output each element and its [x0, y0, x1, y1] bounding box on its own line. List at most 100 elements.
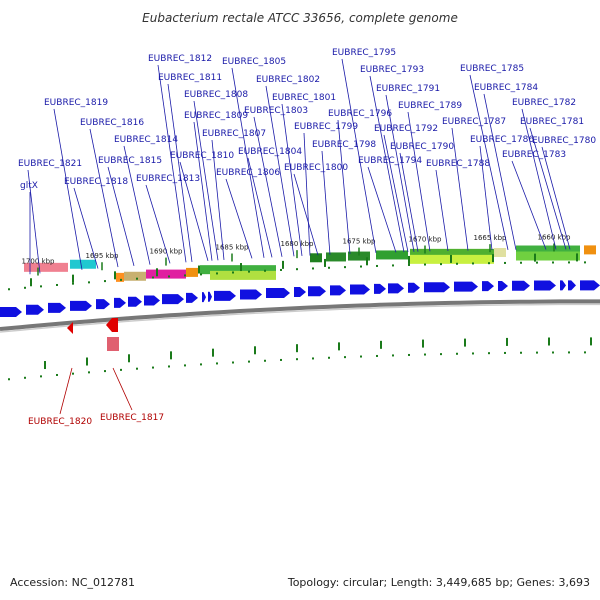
track-dot: [456, 352, 458, 355]
label-leader-line: [73, 187, 99, 269]
track-dot: [376, 354, 378, 357]
gene-label: EUBREC_1783: [502, 150, 566, 160]
gene-label: EUBREC_1790: [390, 142, 454, 152]
track-dot: [56, 283, 58, 286]
track-dot: [88, 281, 90, 284]
forward-gene-arrow: [240, 289, 262, 300]
gene-labels: gltX EUBREC_1821 EUBREC_1819 EUBREC_1818 EUB…: [18, 48, 596, 427]
track-dot: [424, 353, 426, 356]
label-leader-line: [341, 58, 377, 254]
track-dot: [216, 272, 218, 275]
track-tick: [422, 339, 424, 348]
track-dot: [72, 372, 74, 375]
forward-gene-arrow: [482, 281, 494, 292]
label-leader-line: [225, 178, 253, 259]
label-leader-line: [483, 93, 517, 250]
track-dot: [456, 262, 458, 265]
reverse-gene-arrow: [106, 318, 118, 332]
forward-gene-arrow: [208, 291, 212, 302]
track-tick: [254, 346, 256, 355]
forward-gene-arrow: [308, 286, 326, 297]
gene-label: EUBREC_1803: [244, 106, 308, 116]
track-tick: [282, 260, 284, 269]
forward-gene-arrow: [568, 280, 576, 291]
gene-label: EUBREC_1791: [376, 84, 440, 94]
feature-block: [70, 259, 96, 269]
backbone-line: [0, 299, 600, 331]
track-dot: [360, 265, 362, 268]
forward-gene-arrow: [534, 280, 556, 291]
gene-track: [0, 280, 600, 334]
gene-label: EUBREC_1787: [442, 117, 506, 127]
track-tick: [240, 263, 242, 272]
track-dot: [536, 351, 538, 354]
track-dot: [168, 365, 170, 368]
track-dot: [40, 285, 42, 288]
track-dot: [40, 375, 42, 378]
track-dot: [408, 353, 410, 356]
gene-label: EUBREC_1800: [284, 163, 348, 173]
track-dot: [152, 276, 154, 279]
gene-label: EUBREC_1821: [18, 159, 82, 169]
track-dot: [296, 358, 298, 361]
forward-gene-arrow: [26, 304, 44, 315]
forward-gene-arrow: [350, 284, 370, 295]
label-leader-line: [385, 94, 415, 252]
label-leader-line: [89, 128, 119, 268]
track-tick: [44, 361, 46, 370]
gene-label: EUBREC_1813: [136, 174, 200, 184]
track-dot: [232, 361, 234, 364]
feature-block: [146, 269, 186, 279]
track-dot: [568, 351, 570, 354]
track-dot: [488, 352, 490, 355]
gene-label: EUBREC_1792: [374, 124, 438, 134]
track-tick: [114, 271, 116, 280]
track-dot: [328, 356, 330, 359]
track-dot: [168, 275, 170, 278]
label-leader-line: [337, 119, 351, 254]
track-dot: [296, 268, 298, 271]
label-leader-line: [541, 146, 571, 250]
track-dot: [184, 364, 186, 367]
track-dot: [520, 261, 522, 264]
label-leader-line: [253, 116, 283, 257]
label-leader-line: [511, 160, 547, 250]
track-dot: [120, 368, 122, 371]
track-dot: [312, 357, 314, 360]
track-dot: [552, 351, 554, 354]
scale-tick-label: 1680 kbp: [281, 240, 315, 248]
label-leader-line: [145, 184, 171, 264]
label-leader-line: [193, 100, 219, 261]
feature-block: [107, 337, 119, 351]
track-dot: [584, 261, 586, 264]
label-leader-line: [321, 150, 331, 255]
gene-label: EUBREC_1801: [272, 93, 336, 103]
track-tick: [408, 255, 410, 264]
track-tick: [492, 254, 494, 263]
genome-summary-text: Topology: circular; Length: 3,449,685 bp…: [287, 576, 590, 589]
track-dot: [184, 274, 186, 277]
forward-gene-arrow: [294, 287, 306, 297]
forward-gene-arrow: [48, 302, 66, 313]
feature-block: [516, 245, 580, 255]
feature-block: [376, 250, 408, 260]
gene-label: EUBREC_1798: [312, 140, 376, 150]
track-dot: [248, 360, 250, 363]
scale-tick-label: 1660 kbp: [538, 233, 572, 241]
label-leader-line: [435, 169, 449, 252]
gene-label: EUBREC_1802: [256, 75, 320, 85]
track-dot: [472, 352, 474, 355]
accession-text: Accession: NC_012781: [10, 576, 135, 589]
track-dot: [424, 263, 426, 266]
label-leader-line: [303, 132, 311, 256]
track-dot: [232, 271, 234, 274]
label-leader-line: [123, 145, 151, 265]
label-leader-line: [179, 161, 209, 262]
track-dot: [200, 273, 202, 276]
gene-label: EUBREC_1817: [100, 413, 164, 423]
track-tick: [72, 274, 74, 283]
forward-gene-arrow: [96, 299, 110, 310]
scale-tick-label: 1670 kbp: [409, 236, 443, 244]
track-dot: [504, 351, 506, 354]
